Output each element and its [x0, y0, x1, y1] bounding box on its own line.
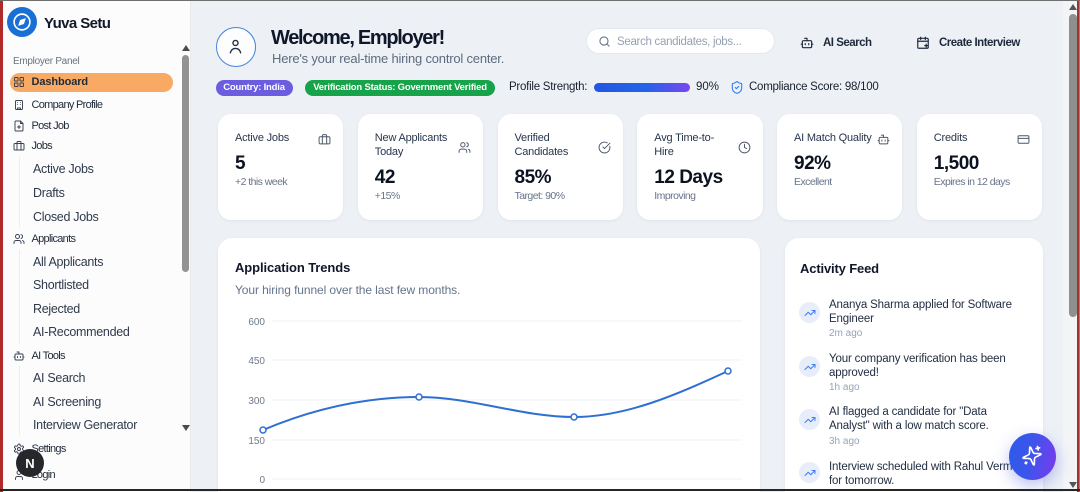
svg-text:300: 300: [248, 396, 265, 407]
svg-text:150: 150: [248, 436, 265, 447]
svg-text:450: 450: [248, 356, 265, 367]
svg-text:600: 600: [248, 317, 265, 328]
svg-text:0: 0: [259, 475, 265, 486]
